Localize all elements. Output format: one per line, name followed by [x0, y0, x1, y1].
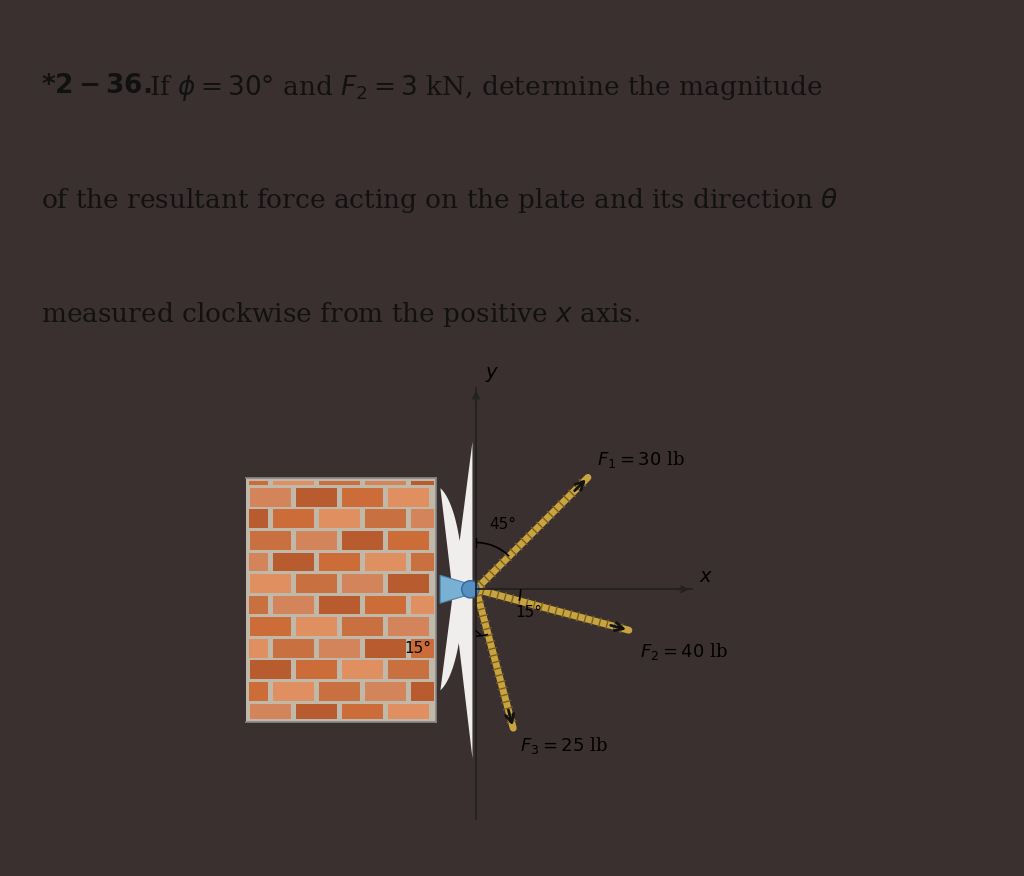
Text: $y$: $y$	[484, 365, 499, 385]
Polygon shape	[366, 639, 406, 658]
Polygon shape	[249, 682, 267, 701]
Polygon shape	[342, 574, 383, 593]
Polygon shape	[388, 574, 429, 593]
Polygon shape	[273, 510, 313, 528]
Polygon shape	[250, 703, 291, 719]
Text: of the resultant force acting on the plate and its direction $\theta$: of the resultant force acting on the pla…	[41, 187, 839, 215]
Polygon shape	[319, 553, 359, 571]
Text: 45°: 45°	[489, 517, 516, 532]
Polygon shape	[412, 596, 433, 614]
Polygon shape	[342, 531, 383, 550]
Polygon shape	[412, 481, 433, 485]
Text: $F_2 = 40$ lb: $F_2 = 40$ lb	[640, 641, 728, 662]
Polygon shape	[273, 639, 313, 658]
Circle shape	[462, 581, 479, 598]
Polygon shape	[273, 553, 313, 571]
Polygon shape	[319, 510, 359, 528]
Polygon shape	[412, 510, 433, 528]
Polygon shape	[296, 661, 337, 679]
Polygon shape	[249, 639, 267, 658]
Polygon shape	[388, 618, 429, 636]
Text: $\mathbf{*2-36.}$: $\mathbf{*2-36.}$	[41, 73, 152, 98]
Polygon shape	[366, 553, 406, 571]
Text: $F_3 = 25$ lb: $F_3 = 25$ lb	[520, 735, 608, 756]
Text: $x$: $x$	[699, 569, 713, 586]
Polygon shape	[412, 639, 433, 658]
Polygon shape	[296, 574, 337, 593]
Polygon shape	[366, 481, 406, 485]
Text: 15°: 15°	[516, 605, 543, 620]
Polygon shape	[412, 682, 433, 701]
Polygon shape	[366, 596, 406, 614]
Polygon shape	[250, 574, 291, 593]
Polygon shape	[250, 618, 291, 636]
Polygon shape	[296, 531, 337, 550]
Polygon shape	[319, 481, 359, 485]
Polygon shape	[342, 703, 383, 719]
Polygon shape	[296, 488, 337, 506]
Text: $F_1 = 30$ lb: $F_1 = 30$ lb	[597, 449, 684, 470]
Text: If $\phi = 30°$ and $F_2 = 3$ kN, determine the magnitude: If $\phi = 30°$ and $F_2 = 3$ kN, determ…	[150, 73, 823, 102]
Polygon shape	[250, 661, 291, 679]
Polygon shape	[342, 488, 383, 506]
Polygon shape	[250, 531, 291, 550]
Polygon shape	[246, 477, 436, 723]
Polygon shape	[273, 596, 313, 614]
Polygon shape	[440, 442, 472, 759]
Text: 15°: 15°	[404, 641, 431, 656]
Polygon shape	[249, 510, 267, 528]
Polygon shape	[249, 481, 267, 485]
Polygon shape	[388, 661, 429, 679]
Polygon shape	[366, 682, 406, 701]
Polygon shape	[342, 661, 383, 679]
Polygon shape	[440, 576, 476, 604]
Polygon shape	[273, 682, 313, 701]
Polygon shape	[250, 488, 291, 506]
Polygon shape	[319, 596, 359, 614]
Polygon shape	[388, 703, 429, 719]
Polygon shape	[388, 531, 429, 550]
Polygon shape	[412, 553, 433, 571]
Polygon shape	[249, 553, 267, 571]
Polygon shape	[273, 481, 313, 485]
Polygon shape	[296, 703, 337, 719]
Polygon shape	[249, 596, 267, 614]
Polygon shape	[319, 639, 359, 658]
Polygon shape	[342, 618, 383, 636]
Polygon shape	[366, 510, 406, 528]
Text: measured clockwise from the positive $x$ axis.: measured clockwise from the positive $x$…	[41, 300, 640, 329]
Polygon shape	[388, 488, 429, 506]
Polygon shape	[296, 618, 337, 636]
Polygon shape	[319, 682, 359, 701]
